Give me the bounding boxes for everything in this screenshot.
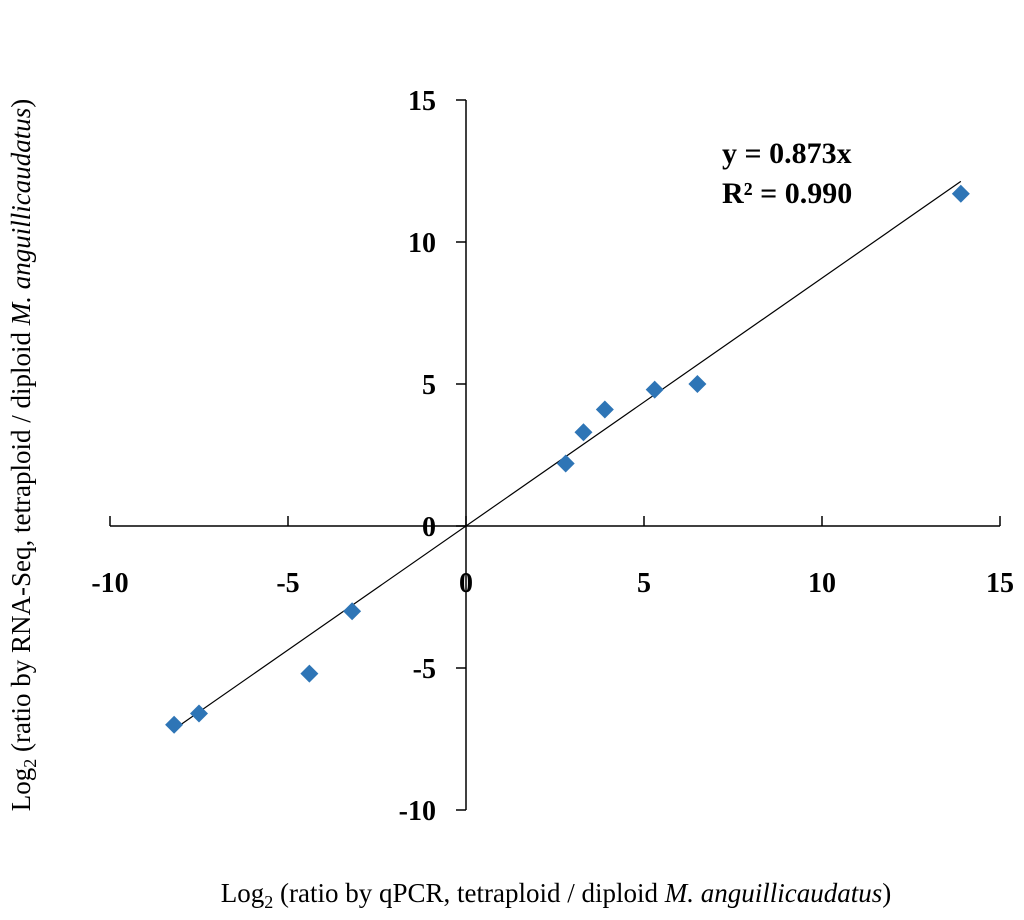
x-tick-label: 15 — [986, 568, 1014, 599]
y-axis-title-suffix: ) — [6, 99, 36, 108]
x-tick-label: 10 — [808, 568, 836, 599]
tick-labels: -10 -5 0 5 10 15 -10 -5 5 10 15 0 — [91, 86, 1014, 827]
data-point — [951, 184, 970, 203]
y-tick-label: 5 — [422, 370, 436, 401]
x-tick-label: 5 — [637, 568, 651, 599]
data-point — [165, 715, 184, 734]
y-tick-label: 15 — [408, 86, 436, 117]
data-point — [556, 454, 575, 473]
x-axis-title: Log2 (ratio by qPCR, tetraploid / diploi… — [221, 878, 891, 912]
data-point — [645, 380, 664, 399]
y-tick-label: 10 — [408, 228, 436, 259]
x-axis-title-middle: (ratio by qPCR, tetraploid / diploid — [273, 878, 664, 908]
y-axis-title-species: M. anguillicaudatus — [6, 108, 36, 327]
x-axis-title-prefix: Log — [221, 878, 265, 908]
tick-marks — [109, 99, 1001, 811]
x-tick-label: -5 — [276, 568, 299, 599]
y-axis-title-prefix: Log — [6, 768, 36, 812]
data-point — [595, 400, 614, 419]
x-axis-title-suffix: ) — [882, 878, 891, 908]
x-tick-label: -10 — [91, 568, 128, 599]
data-points — [165, 184, 970, 734]
trendline — [173, 180, 962, 730]
data-point — [574, 423, 593, 442]
y-axis-title-subscript: 2 — [20, 759, 40, 768]
data-point — [300, 664, 319, 683]
x-axis-title-subscript: 2 — [264, 892, 273, 912]
data-point — [343, 602, 362, 621]
data-point — [688, 375, 707, 393]
y-axis-title: Log2 (ratio by RNA-Seq, tetraploid / dip… — [6, 99, 40, 811]
r-squared-label: R² = 0.990 — [722, 177, 852, 210]
y-axis-title-middle: (ratio by RNA-Seq, tetraploid / diploid — [6, 325, 36, 758]
data-point — [190, 704, 208, 723]
x-tick-label: 0 — [459, 568, 473, 599]
y-tick-label: 0 — [422, 512, 436, 543]
trendline-group — [173, 180, 962, 730]
x-axis-title-species: M. anguillicaudatus — [664, 878, 883, 908]
axes — [110, 100, 1000, 810]
trendline-equation: y = 0.873x — [722, 137, 852, 170]
y-tick-label: -5 — [413, 654, 436, 685]
y-tick-label: -10 — [399, 796, 436, 827]
